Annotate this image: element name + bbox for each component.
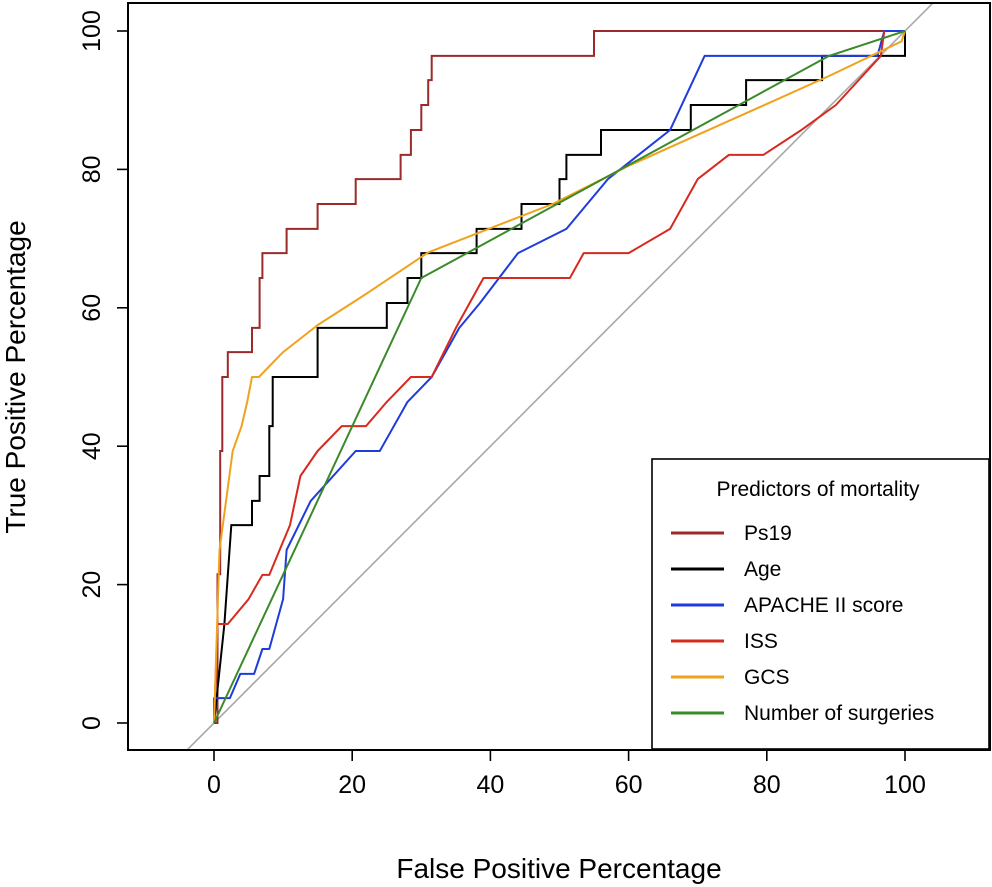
series-line-number-of-surgeries [213,30,906,724]
legend-label-number-of-surgeries: Number of surgeries [744,702,934,725]
legend-items: Ps19 Age APACHE II score ISS GCS Number of su… [671,522,934,725]
x-axis-title: False Positive Percentage [396,853,721,884]
reference-diagonal-line [186,4,934,749]
y-tick-label: 0 [78,716,106,730]
legend-label-gcs: GCS [744,666,790,689]
x-tick-label: 60 [615,771,643,799]
series-line-ps19 [214,30,905,724]
series-line-iss [213,30,886,724]
legend-label-iss: ISS [744,630,778,653]
x-tick-label: 100 [884,771,926,799]
x-tick-label: 80 [753,771,781,799]
y-tick-label: 60 [78,294,106,322]
series-line-age [213,31,906,724]
legend: Predictors of mortality Ps19 Age APACHE II… [651,458,990,750]
x-axis: 0 20 40 60 80 100 [207,749,926,799]
y-axis-title: True Positive Percentage [0,220,31,533]
legend-label-apache-ii-score: APACHE II score [744,594,904,617]
legend-label-ps19: Ps19 [744,522,792,545]
y-axis: 0 20 40 60 80 100 [78,10,129,730]
x-tick-label: 20 [338,771,366,799]
series-lines-layer [213,30,906,724]
y-tick-label: 100 [78,10,106,52]
x-tick-label: 40 [476,771,504,799]
legend-title: Predictors of mortality [716,478,920,501]
series-line-gcs [213,30,906,724]
legend-label-age: Age [744,558,781,581]
x-tick-label: 0 [207,771,221,799]
reference-diagonal-layer [186,4,934,749]
y-tick-label: 40 [78,432,106,460]
y-tick-label: 20 [78,571,106,599]
y-tick-label: 80 [78,155,106,183]
